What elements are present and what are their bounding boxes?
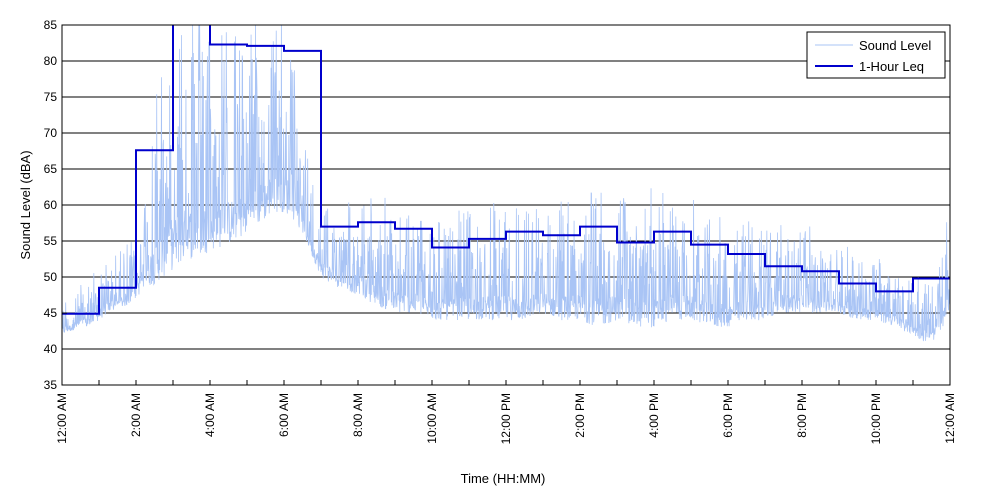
x-tick-label: 6:00 AM xyxy=(277,393,291,437)
leq-series xyxy=(62,25,950,315)
x-tick-label: 10:00 PM xyxy=(869,393,883,444)
x-tick-label: 2:00 PM xyxy=(573,393,587,438)
legend-box xyxy=(806,31,946,79)
x-axis-title: Time (HH:MM) xyxy=(461,471,546,486)
y-tick-label: 85 xyxy=(44,18,58,32)
y-tick-label: 65 xyxy=(44,162,58,176)
x-tick-label: 4:00 PM xyxy=(647,393,661,438)
x-tick-label: 6:00 PM xyxy=(721,393,735,438)
x-tick-label: 8:00 AM xyxy=(351,393,365,437)
legend: Sound Level 1-Hour Leq xyxy=(806,31,946,79)
sound-level-line xyxy=(62,25,950,342)
y-tick-label: 45 xyxy=(44,306,58,320)
x-tick-label: 8:00 PM xyxy=(795,393,809,438)
x-tick-label: 10:00 AM xyxy=(425,393,439,444)
x-tick-label: 12:00 AM xyxy=(55,393,69,444)
y-tick-label: 70 xyxy=(44,126,58,140)
y-tick-label: 60 xyxy=(44,198,58,212)
sound-level-series xyxy=(62,25,950,342)
y-tick-label: 55 xyxy=(44,234,58,248)
y-tick-label: 80 xyxy=(44,54,58,68)
legend-label-leq: 1-Hour Leq xyxy=(859,59,924,74)
x-tick-label: 12:00 AM xyxy=(943,393,957,444)
y-tick-label: 50 xyxy=(44,270,58,284)
x-tick-label: 4:00 AM xyxy=(203,393,217,437)
y-tick-label: 40 xyxy=(44,342,58,356)
y-axis-title: Sound Level (dBA) xyxy=(18,150,33,259)
x-tick-label: 2:00 AM xyxy=(129,393,143,437)
y-tick-label: 35 xyxy=(44,378,58,392)
leq-step-line xyxy=(62,25,950,315)
y-axis-ticks: 35 40 45 50 55 60 65 70 75 80 85 xyxy=(44,18,67,392)
y-tick-label: 75 xyxy=(44,90,58,104)
x-tick-label: 12:00 PM xyxy=(499,393,513,444)
legend-label-sound-level: Sound Level xyxy=(859,38,931,53)
x-axis-ticks: 12:00 AM 2:00 AM 4:00 AM 6:00 AM 8:00 AM 10:0… xyxy=(55,380,957,444)
